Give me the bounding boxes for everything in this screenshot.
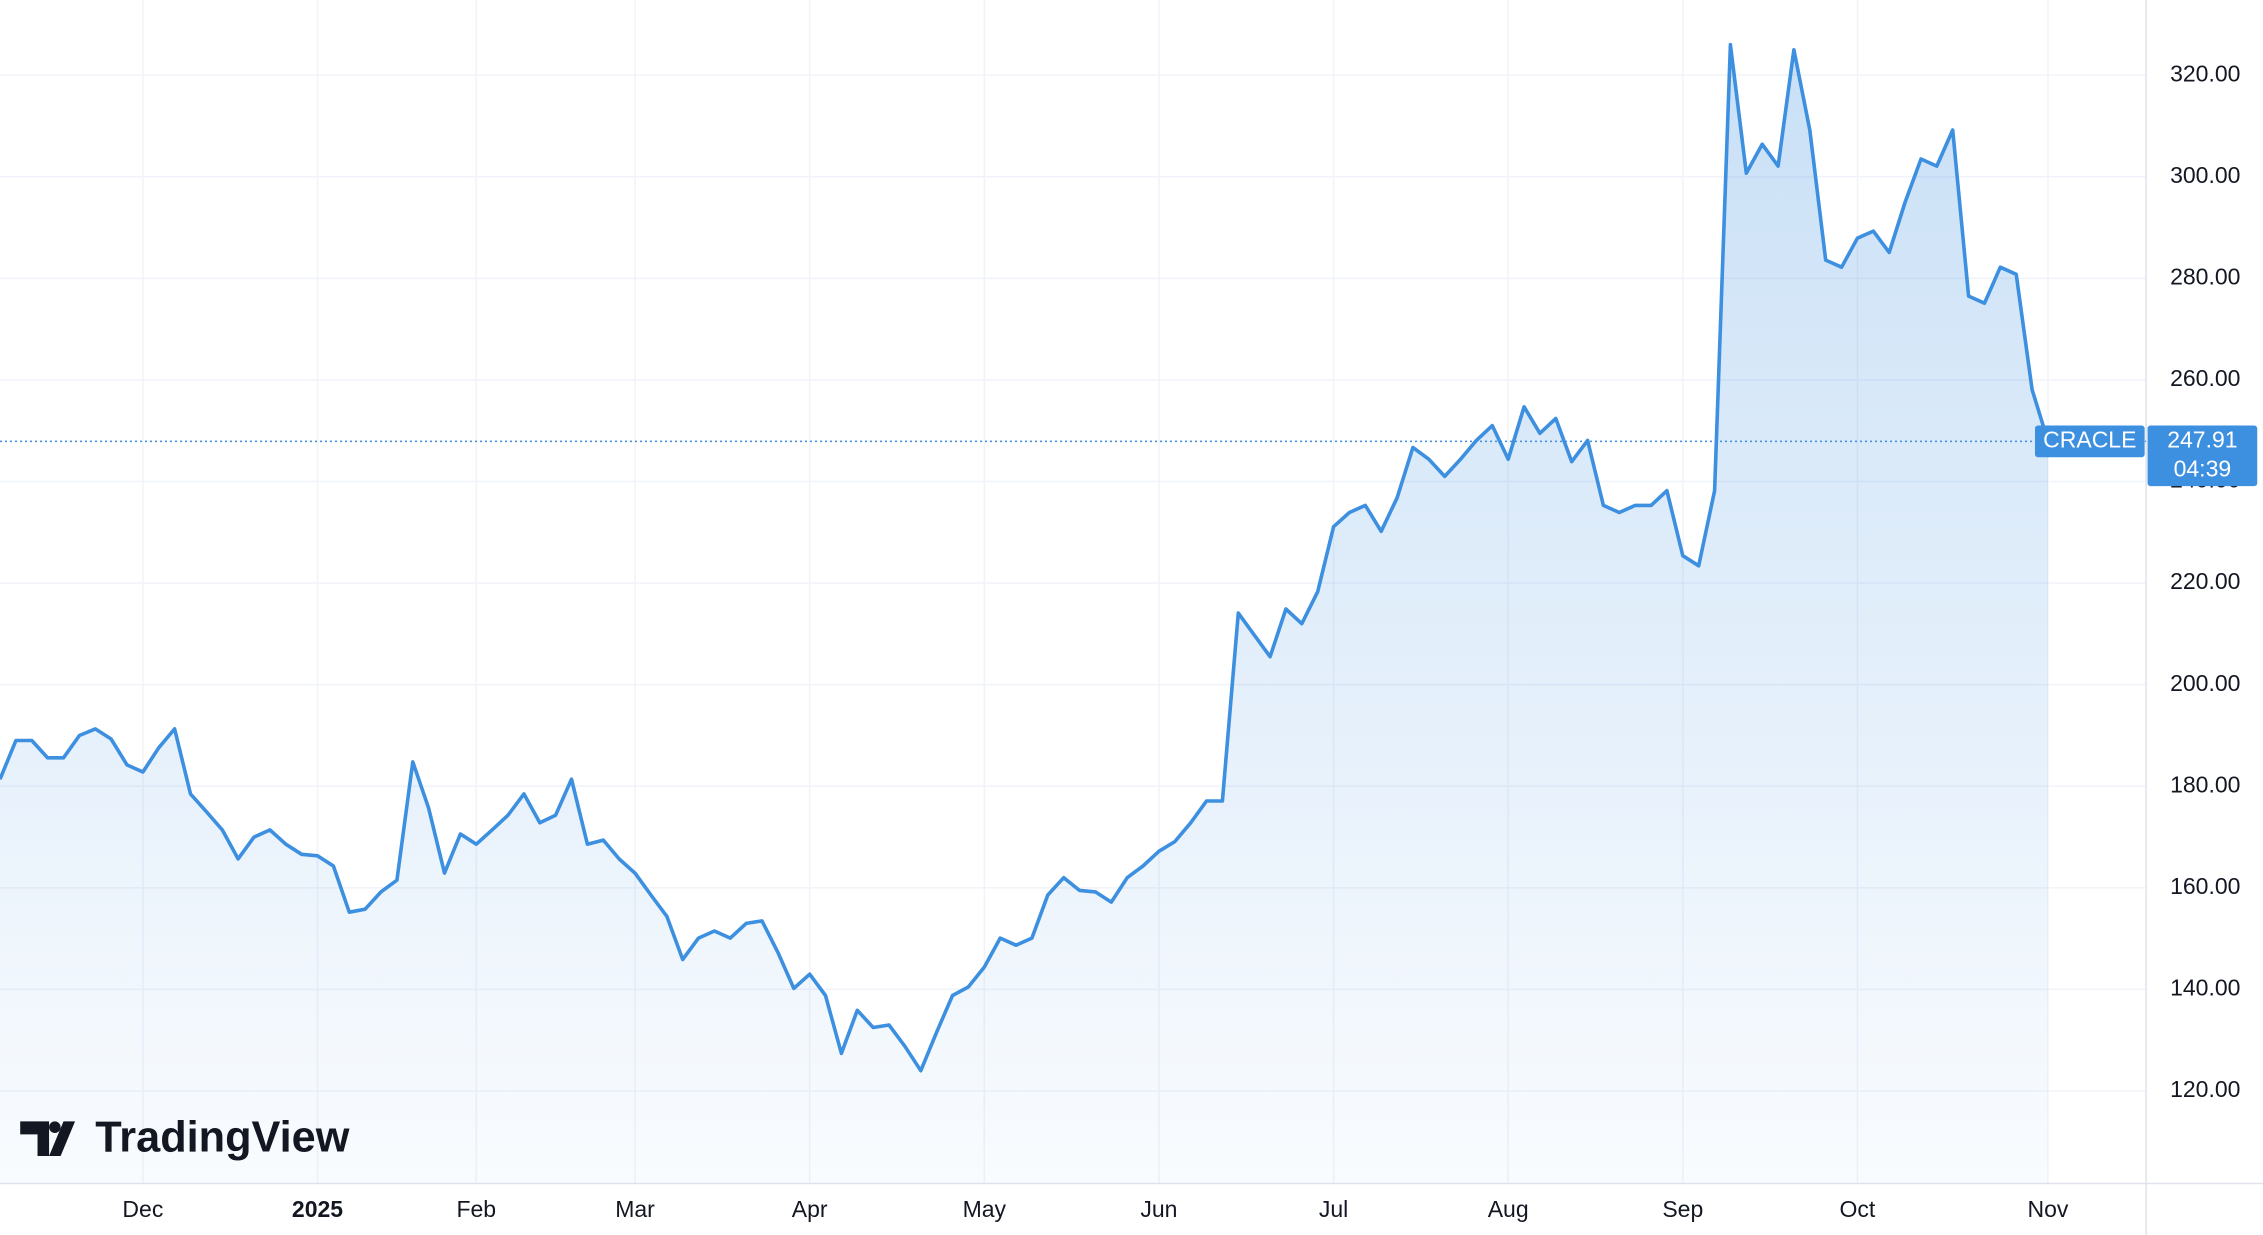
- x-tick-label: May: [963, 1196, 1007, 1222]
- y-tick-label: 120.00: [2170, 1076, 2240, 1102]
- x-tick-label: Dec: [122, 1196, 163, 1222]
- price-line: [0, 42, 2050, 1073]
- symbol-badge: [2034, 425, 2145, 458]
- y-tick-label: 280.00: [2170, 263, 2240, 289]
- y-tick-label: 140.00: [2170, 975, 2240, 1001]
- x-tick-label: Aug: [1488, 1196, 1529, 1222]
- x-tick-label: Mar: [615, 1196, 655, 1222]
- y-tick-label: 320.00: [2170, 60, 2240, 86]
- price-badge: [2147, 425, 2258, 487]
- x-tick-label: Jul: [1319, 1196, 1348, 1222]
- y-tick-label: 200.00: [2170, 670, 2240, 696]
- x-tick-label: Oct: [1840, 1196, 1876, 1222]
- y-tick-label: 220.00: [2170, 568, 2240, 594]
- y-tick-label: 300.00: [2170, 162, 2240, 188]
- area-fill: [0, 44, 2048, 1184]
- logo-dot: [49, 1121, 61, 1133]
- x-tick-label: Jun: [1140, 1196, 1177, 1222]
- x-tick-label: Sep: [1662, 1196, 1703, 1222]
- y-tick-label: 180.00: [2170, 771, 2240, 797]
- logo-mark: [20, 1121, 76, 1157]
- x-tick-label: Nov: [2028, 1196, 2069, 1222]
- symbol-label: CRACLE: [2043, 426, 2136, 452]
- x-tick-label: Feb: [456, 1196, 496, 1222]
- y-tick-label: 160.00: [2170, 873, 2240, 899]
- x-tick-label: Apr: [792, 1196, 828, 1222]
- countdown-label: 04:39: [2174, 455, 2232, 481]
- watermark-logo: TradingView: [20, 1114, 350, 1162]
- x-tick-label: 2025: [292, 1196, 343, 1222]
- y-tick-label: 260.00: [2170, 365, 2240, 391]
- watermark: TradingView: [95, 1114, 349, 1162]
- price-label: 247.91: [2167, 426, 2237, 452]
